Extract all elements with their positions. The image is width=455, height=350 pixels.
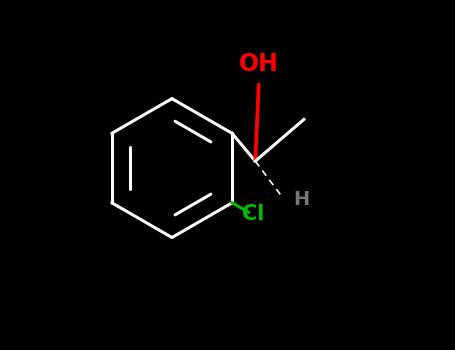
- Text: OH: OH: [239, 52, 278, 76]
- Text: Cl: Cl: [242, 204, 264, 224]
- Text: H: H: [293, 190, 310, 209]
